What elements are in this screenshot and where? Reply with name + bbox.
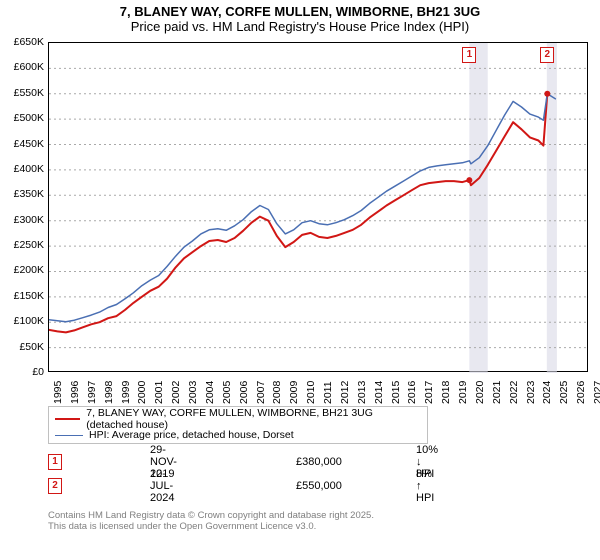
x-tick-label: 2009	[288, 381, 300, 404]
legend: 7, BLANEY WAY, CORFE MULLEN, WIMBORNE, B…	[48, 406, 428, 444]
chart-subtitle: Price paid vs. HM Land Registry's House …	[0, 19, 600, 34]
x-tick-label: 2005	[221, 381, 233, 404]
y-tick-label: £150K	[2, 290, 44, 302]
x-tick-label: 2022	[508, 381, 520, 404]
footnote-line: This data is licensed under the Open Gov…	[48, 521, 374, 532]
x-tick-label: 2011	[322, 381, 334, 404]
chart-svg	[49, 43, 589, 373]
y-tick-label: £50K	[2, 341, 44, 353]
x-tick-label: 1999	[120, 381, 132, 404]
x-tick-label: 2025	[558, 381, 570, 404]
event-marker: 2	[48, 478, 62, 494]
x-tick-label: 2000	[136, 381, 148, 404]
event-price: £380,000	[296, 456, 342, 468]
x-tick-label: 1996	[69, 381, 81, 404]
x-tick-label: 2026	[575, 381, 587, 404]
x-tick-label: 1995	[52, 381, 64, 404]
legend-label: HPI: Average price, detached house, Dors…	[89, 429, 294, 441]
x-tick-label: 2007	[255, 381, 267, 404]
x-tick-label: 2003	[187, 381, 199, 404]
x-tick-label: 1998	[103, 381, 115, 404]
x-tick-label: 2002	[170, 381, 182, 404]
x-tick-label: 2027	[592, 381, 600, 404]
y-tick-label: £0	[2, 366, 44, 378]
y-tick-label: £400K	[2, 163, 44, 175]
x-tick-label: 2017	[423, 381, 435, 404]
event-row: 212-JUL-2024£550,0008% ↑ HPI	[48, 474, 62, 498]
y-tick-label: £100K	[2, 315, 44, 327]
sale-events-table: 129-NOV-2019£380,00010% ↓ HPI212-JUL-202…	[48, 450, 62, 498]
y-tick-label: £350K	[2, 188, 44, 200]
sale-marker-box: 2	[540, 47, 554, 63]
event-date: 12-JUL-2024	[150, 468, 174, 504]
footnote-line: Contains HM Land Registry data © Crown c…	[48, 510, 374, 521]
y-tick-label: £650K	[2, 36, 44, 48]
x-tick-label: 2014	[373, 381, 385, 404]
chart-title: 7, BLANEY WAY, CORFE MULLEN, WIMBORNE, B…	[0, 4, 600, 19]
x-tick-label: 2018	[440, 381, 452, 404]
event-change: 8% ↑ HPI	[416, 468, 434, 504]
y-tick-label: £550K	[2, 87, 44, 99]
x-tick-label: 2001	[153, 381, 165, 404]
x-tick-label: 1997	[86, 381, 98, 404]
x-tick-label: 2019	[457, 381, 469, 404]
event-marker: 1	[48, 454, 62, 470]
y-tick-label: £200K	[2, 264, 44, 276]
x-tick-label: 2004	[204, 381, 216, 404]
y-tick-label: £500K	[2, 112, 44, 124]
y-tick-label: £300K	[2, 214, 44, 226]
legend-label: 7, BLANEY WAY, CORFE MULLEN, WIMBORNE, B…	[86, 407, 421, 431]
event-price: £550,000	[296, 480, 342, 492]
chart-titles: 7, BLANEY WAY, CORFE MULLEN, WIMBORNE, B…	[0, 0, 600, 34]
x-tick-label: 2023	[525, 381, 537, 404]
legend-swatch	[55, 418, 80, 420]
x-tick-label: 2015	[390, 381, 402, 404]
sale-marker-box: 1	[462, 47, 476, 63]
x-tick-label: 2010	[305, 381, 317, 404]
legend-row: 7, BLANEY WAY, CORFE MULLEN, WIMBORNE, B…	[55, 411, 421, 427]
x-tick-label: 2012	[339, 381, 351, 404]
event-row: 129-NOV-2019£380,00010% ↓ HPI	[48, 450, 62, 474]
y-tick-label: £250K	[2, 239, 44, 251]
y-tick-label: £450K	[2, 138, 44, 150]
x-tick-label: 2013	[356, 381, 368, 404]
chart-plot-area: 12	[48, 42, 588, 372]
x-tick-label: 2008	[271, 381, 283, 404]
y-tick-label: £600K	[2, 61, 44, 73]
legend-swatch	[55, 435, 83, 436]
x-tick-label: 2006	[238, 381, 250, 404]
x-tick-label: 2016	[406, 381, 418, 404]
x-tick-label: 2020	[474, 381, 486, 404]
footnote: Contains HM Land Registry data © Crown c…	[48, 510, 374, 533]
x-tick-label: 2021	[491, 381, 503, 404]
x-tick-label: 2024	[541, 381, 553, 404]
